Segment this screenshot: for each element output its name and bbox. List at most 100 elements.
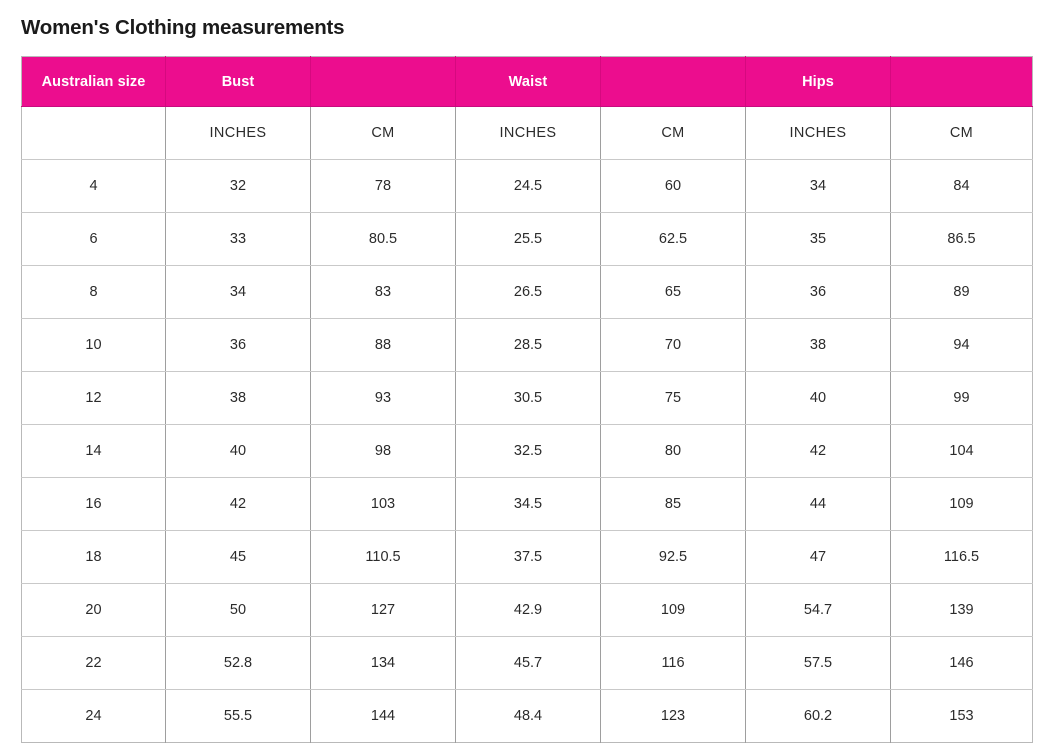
unit-header-blank	[21, 106, 166, 160]
cell-hips-cm: 104	[890, 424, 1033, 478]
cell-bust-cm: 98	[310, 424, 456, 478]
cell-bust-cm: 88	[310, 318, 456, 372]
table-row: 16 42 103 34.5 85 44 109	[21, 477, 1033, 531]
unit-header-waist-inches: INCHES	[455, 106, 601, 160]
page-title: Women's Clothing measurements	[21, 16, 345, 39]
group-header-bust: Bust	[165, 56, 311, 107]
cell-waist-inches: 45.7	[455, 636, 601, 690]
cell-hips-cm: 116.5	[890, 530, 1033, 584]
table-row: 18 45 110.5 37.5 92.5 47 116.5	[21, 530, 1033, 584]
cell-australian-size: 6	[21, 212, 166, 266]
cell-hips-cm: 86.5	[890, 212, 1033, 266]
cell-waist-inches: 30.5	[455, 371, 601, 425]
unit-header-bust-cm: CM	[310, 106, 456, 160]
group-header-row: Australian size Bust Waist Hips	[21, 56, 1033, 107]
table-row: 6 33 80.5 25.5 62.5 35 86.5	[21, 212, 1033, 266]
table-row: 14 40 98 32.5 80 42 104	[21, 424, 1033, 478]
cell-hips-cm: 84	[890, 159, 1033, 213]
table-row: 8 34 83 26.5 65 36 89	[21, 265, 1033, 319]
cell-waist-cm: 60	[600, 159, 746, 213]
cell-bust-inches: 36	[165, 318, 311, 372]
cell-australian-size: 16	[21, 477, 166, 531]
group-header-hips-spacer	[890, 56, 1033, 107]
table-row: 10 36 88 28.5 70 38 94	[21, 318, 1033, 372]
cell-waist-inches: 34.5	[455, 477, 601, 531]
womens-clothing-measurements-table: Australian size Bust Waist Hips INCHES C…	[21, 56, 1033, 743]
cell-hips-inches: 57.5	[745, 636, 891, 690]
cell-hips-cm: 99	[890, 371, 1033, 425]
cell-bust-inches: 52.8	[165, 636, 311, 690]
unit-header-bust-inches: INCHES	[165, 106, 311, 160]
cell-waist-cm: 123	[600, 689, 746, 743]
table-row: 4 32 78 24.5 60 34 84	[21, 159, 1033, 213]
cell-waist-inches: 24.5	[455, 159, 601, 213]
cell-australian-size: 24	[21, 689, 166, 743]
cell-hips-inches: 40	[745, 371, 891, 425]
cell-bust-cm: 134	[310, 636, 456, 690]
unit-header-hips-cm: CM	[890, 106, 1033, 160]
unit-header-waist-cm: CM	[600, 106, 746, 160]
cell-bust-inches: 40	[165, 424, 311, 478]
cell-waist-cm: 80	[600, 424, 746, 478]
cell-australian-size: 22	[21, 636, 166, 690]
cell-hips-cm: 94	[890, 318, 1033, 372]
cell-hips-cm: 139	[890, 583, 1033, 637]
cell-hips-cm: 153	[890, 689, 1033, 743]
cell-waist-cm: 92.5	[600, 530, 746, 584]
cell-waist-cm: 85	[600, 477, 746, 531]
group-header-australian-size: Australian size	[21, 56, 166, 107]
cell-bust-inches: 34	[165, 265, 311, 319]
table-row: 24 55.5 144 48.4 123 60.2 153	[21, 689, 1033, 743]
unit-header-hips-inches: INCHES	[745, 106, 891, 160]
cell-hips-inches: 35	[745, 212, 891, 266]
unit-header-row: INCHES CM INCHES CM INCHES CM	[21, 106, 1033, 160]
cell-australian-size: 10	[21, 318, 166, 372]
cell-hips-inches: 38	[745, 318, 891, 372]
cell-australian-size: 14	[21, 424, 166, 478]
cell-waist-inches: 25.5	[455, 212, 601, 266]
table-row: 22 52.8 134 45.7 116 57.5 146	[21, 636, 1033, 690]
cell-bust-inches: 45	[165, 530, 311, 584]
cell-australian-size: 18	[21, 530, 166, 584]
cell-bust-cm: 127	[310, 583, 456, 637]
cell-hips-cm: 109	[890, 477, 1033, 531]
group-header-waist: Waist	[455, 56, 601, 107]
cell-hips-inches: 34	[745, 159, 891, 213]
cell-bust-inches: 38	[165, 371, 311, 425]
cell-waist-cm: 70	[600, 318, 746, 372]
cell-waist-cm: 75	[600, 371, 746, 425]
cell-bust-inches: 50	[165, 583, 311, 637]
group-header-bust-spacer	[310, 56, 456, 107]
cell-hips-cm: 89	[890, 265, 1033, 319]
group-header-waist-spacer	[600, 56, 746, 107]
cell-waist-cm: 116	[600, 636, 746, 690]
cell-australian-size: 20	[21, 583, 166, 637]
cell-hips-inches: 60.2	[745, 689, 891, 743]
cell-waist-inches: 42.9	[455, 583, 601, 637]
cell-hips-inches: 44	[745, 477, 891, 531]
cell-hips-inches: 36	[745, 265, 891, 319]
cell-bust-inches: 42	[165, 477, 311, 531]
cell-hips-inches: 54.7	[745, 583, 891, 637]
table-body: 4 32 78 24.5 60 34 84 6 33 80.5 25.5 62.5 35 86.5 8 34 8…	[21, 159, 1033, 743]
table-head: Australian size Bust Waist Hips INCHES C…	[21, 56, 1033, 160]
cell-waist-inches: 28.5	[455, 318, 601, 372]
cell-bust-cm: 144	[310, 689, 456, 743]
cell-waist-cm: 65	[600, 265, 746, 319]
cell-bust-cm: 93	[310, 371, 456, 425]
table-row: 20 50 127 42.9 109 54.7 139	[21, 583, 1033, 637]
cell-bust-cm: 80.5	[310, 212, 456, 266]
cell-bust-cm: 110.5	[310, 530, 456, 584]
group-header-hips: Hips	[745, 56, 891, 107]
cell-hips-inches: 42	[745, 424, 891, 478]
cell-australian-size: 4	[21, 159, 166, 213]
cell-bust-cm: 78	[310, 159, 456, 213]
cell-bust-inches: 32	[165, 159, 311, 213]
cell-bust-inches: 55.5	[165, 689, 311, 743]
cell-bust-cm: 103	[310, 477, 456, 531]
cell-bust-inches: 33	[165, 212, 311, 266]
size-table-container: Australian size Bust Waist Hips INCHES C…	[21, 56, 1033, 743]
cell-australian-size: 8	[21, 265, 166, 319]
cell-bust-cm: 83	[310, 265, 456, 319]
